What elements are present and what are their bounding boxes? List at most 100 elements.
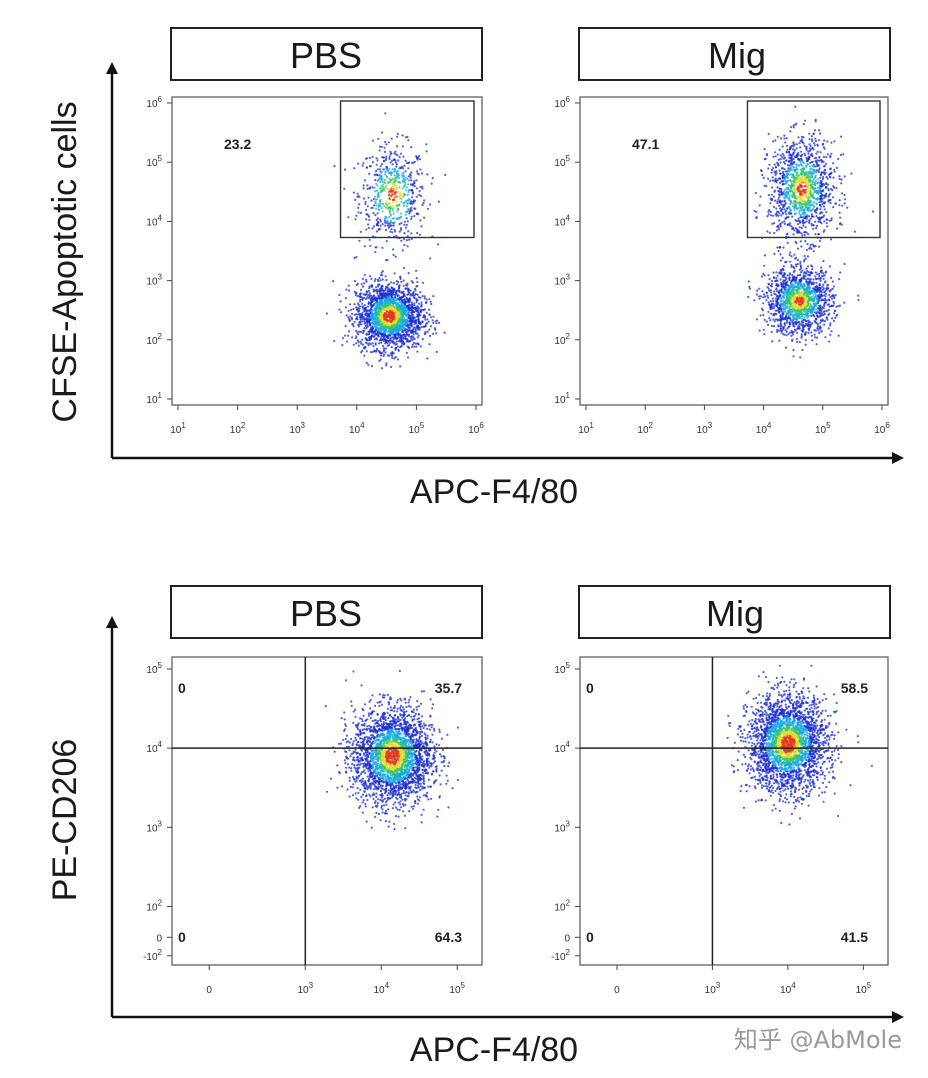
event-dot bbox=[830, 304, 833, 307]
event-dot bbox=[348, 289, 351, 292]
event-dot bbox=[365, 290, 368, 293]
event-dot bbox=[791, 273, 794, 277]
event-dot bbox=[774, 151, 777, 154]
event-dot bbox=[387, 292, 390, 295]
event-dot bbox=[432, 315, 435, 318]
event-dot bbox=[828, 293, 831, 296]
event-dot bbox=[407, 346, 410, 349]
event-dot bbox=[786, 223, 789, 227]
event-dot bbox=[812, 215, 815, 218]
event-dot bbox=[797, 217, 800, 220]
event-dot bbox=[375, 189, 379, 192]
event-dot bbox=[352, 191, 355, 194]
event-dot bbox=[396, 201, 399, 204]
event-dot bbox=[813, 209, 817, 212]
event-dot bbox=[396, 345, 399, 348]
event-dot bbox=[777, 249, 780, 253]
event-dot bbox=[788, 173, 791, 176]
event-dot bbox=[793, 149, 797, 152]
event-dot bbox=[444, 173, 447, 177]
event-dot bbox=[802, 215, 805, 219]
event-dot bbox=[843, 193, 846, 196]
event-dot bbox=[825, 182, 828, 185]
event-dot bbox=[365, 218, 368, 221]
event-dot bbox=[396, 135, 399, 138]
event-dot bbox=[808, 204, 811, 207]
event-dot bbox=[809, 192, 813, 195]
event-dot bbox=[339, 311, 343, 314]
event-dot bbox=[404, 213, 407, 216]
event-dot bbox=[376, 193, 379, 196]
event-dot bbox=[818, 201, 821, 204]
event-dot bbox=[354, 198, 357, 201]
event-dot bbox=[815, 224, 819, 227]
event-dot bbox=[784, 182, 787, 185]
event-dot bbox=[403, 305, 406, 308]
event-dot bbox=[795, 171, 798, 174]
event-dot bbox=[393, 174, 396, 177]
event-dot bbox=[392, 282, 395, 285]
event-dot bbox=[423, 308, 426, 311]
event-dot bbox=[770, 198, 774, 201]
event-dot bbox=[405, 205, 409, 208]
event-dot bbox=[793, 209, 796, 212]
event-dot bbox=[397, 349, 400, 352]
event-dot bbox=[779, 154, 782, 157]
event-dot bbox=[395, 340, 398, 343]
event-dot bbox=[402, 185, 405, 188]
event-dot bbox=[384, 202, 387, 205]
event-dot bbox=[811, 160, 814, 163]
event-dot bbox=[798, 181, 801, 184]
event-dot bbox=[767, 213, 770, 216]
event-dot bbox=[366, 184, 369, 187]
event-dot bbox=[384, 289, 387, 292]
event-dot bbox=[781, 221, 784, 224]
event-dot bbox=[790, 202, 793, 205]
event-dot bbox=[359, 292, 362, 295]
event-dot bbox=[385, 155, 388, 158]
event-dot bbox=[358, 312, 361, 315]
event-dot bbox=[807, 183, 810, 186]
event-dot bbox=[410, 161, 414, 164]
event-dot bbox=[804, 185, 807, 188]
event-dot bbox=[375, 182, 378, 185]
event-dot bbox=[804, 226, 807, 229]
event-dot bbox=[421, 187, 424, 190]
event-dot bbox=[418, 193, 421, 197]
event-dot bbox=[426, 318, 429, 321]
event-dot bbox=[372, 304, 375, 307]
event-dot bbox=[774, 166, 778, 169]
event-dot bbox=[404, 181, 407, 184]
event-dot bbox=[775, 229, 779, 232]
event-dot bbox=[388, 210, 391, 213]
event-dot bbox=[808, 221, 811, 224]
event-dot bbox=[369, 186, 372, 189]
event-dot bbox=[805, 158, 808, 161]
event-dot bbox=[776, 186, 779, 189]
event-dot bbox=[790, 180, 793, 183]
event-dot bbox=[367, 196, 370, 199]
event-dot bbox=[403, 295, 407, 298]
event-dot bbox=[368, 335, 371, 338]
event-dot bbox=[363, 317, 366, 320]
event-dot bbox=[825, 185, 828, 188]
event-dot bbox=[806, 242, 809, 246]
event-dot bbox=[776, 202, 779, 205]
event-dot bbox=[427, 308, 431, 311]
event-dot bbox=[411, 191, 415, 194]
event-dot bbox=[414, 326, 417, 329]
event-dot bbox=[790, 126, 793, 129]
event-dot bbox=[817, 170, 820, 173]
event-dot bbox=[365, 166, 369, 169]
event-dot bbox=[805, 331, 808, 334]
event-dot bbox=[794, 168, 797, 171]
event-dot bbox=[836, 227, 839, 230]
event-dot bbox=[377, 178, 380, 181]
event-dot bbox=[773, 292, 776, 295]
event-dot bbox=[391, 182, 394, 185]
event-dot bbox=[811, 339, 814, 342]
event-dot bbox=[409, 323, 412, 326]
event-dot bbox=[400, 318, 403, 321]
event-dot bbox=[760, 307, 764, 310]
